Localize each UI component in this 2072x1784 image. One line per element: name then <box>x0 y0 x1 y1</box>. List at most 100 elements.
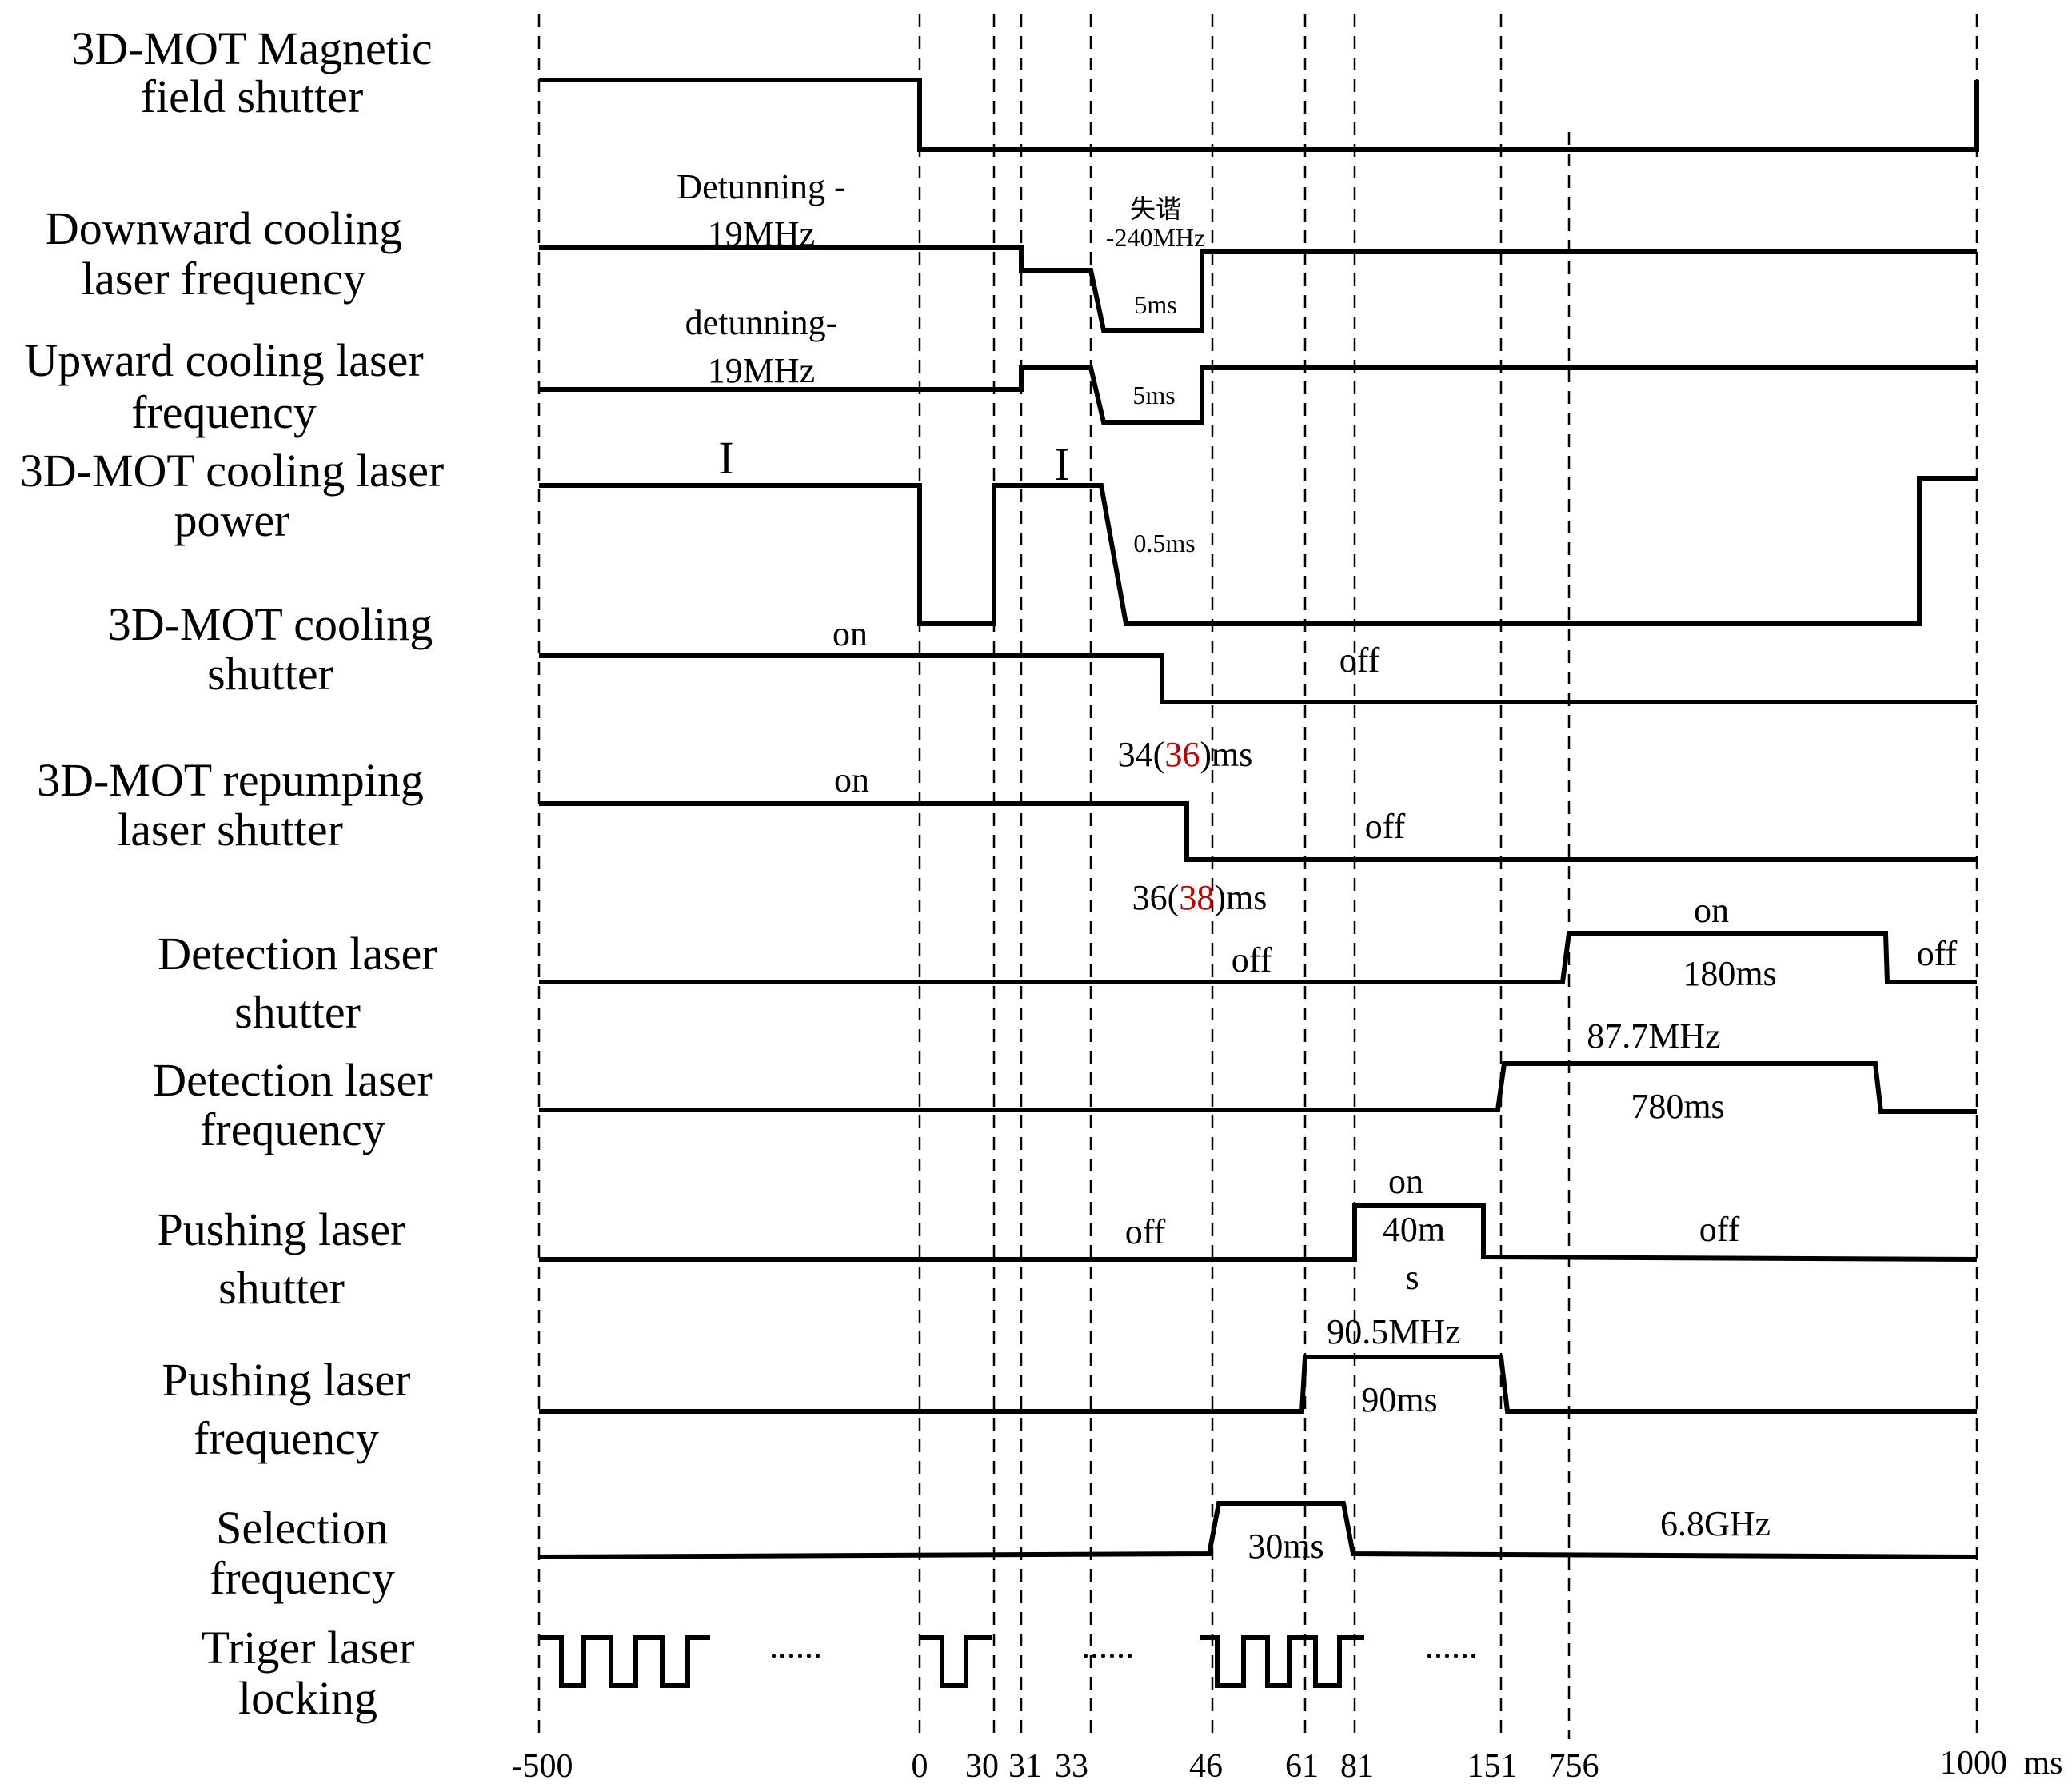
annotation: off <box>1365 807 1406 846</box>
annotation: 19MHz <box>708 214 815 253</box>
annotation: I <box>1054 438 1069 490</box>
signal-label: laser shutter <box>118 804 343 856</box>
tick-label: 31 <box>1008 1748 1042 1784</box>
tick-label: 61 <box>1285 1748 1319 1784</box>
annotation: ...... <box>769 1626 822 1666</box>
annotation: off <box>1125 1212 1166 1251</box>
signal-label: Detection laser <box>153 1054 432 1106</box>
annotation: off <box>1339 641 1380 680</box>
signal-trace <box>539 245 1977 333</box>
signal-trace <box>1200 1635 1364 1688</box>
annotation: off <box>1699 1210 1740 1249</box>
signal-label: shutter <box>207 648 333 700</box>
signal-trace <box>539 78 1979 152</box>
annotation: detunning- <box>685 303 838 342</box>
time-markers <box>537 14 1978 1739</box>
signal-push-shutter: Pushing laser shutter off on 40m s off <box>158 1162 1978 1314</box>
annotation: off <box>1917 934 1958 973</box>
annotation: 19MHz <box>708 351 815 390</box>
signal-trace <box>538 1501 1978 1559</box>
signal-sel-freq: Selection frequency 30ms 6.8GHz <box>210 1501 1978 1604</box>
signal-label: frequency <box>194 1412 379 1464</box>
signal-label: Downward cooling <box>46 202 402 254</box>
signal-trig-lock: Triger laser locking ...... ...... .....… <box>202 1622 1478 1724</box>
tick-label: 33 <box>1055 1748 1088 1784</box>
annotation: off <box>1232 940 1272 980</box>
signal-trace <box>539 1203 1978 1262</box>
annotation: ...... <box>1081 1626 1134 1666</box>
annotation: I <box>718 432 733 484</box>
tick-label: 756 <box>1549 1748 1599 1784</box>
signal-label: laser frequency <box>82 253 366 305</box>
signal-up-cool-freq: Upward cooling laser frequency detunning… <box>24 303 1977 438</box>
annotation: on <box>1694 891 1729 930</box>
signal-label: Pushing laser <box>162 1354 411 1406</box>
signal-label: shutter <box>234 986 361 1038</box>
signal-label: 3D-MOT cooling <box>108 598 433 650</box>
annotation: 40m <box>1383 1210 1445 1249</box>
tick-label: 151 <box>1467 1748 1518 1784</box>
signal-det-freq: Detection laser frequency 87.7MHz 780ms <box>153 1016 1977 1155</box>
signal-label: frequency <box>131 386 317 438</box>
annotation: 90.5MHz <box>1327 1312 1460 1351</box>
signal-label: frequency <box>200 1104 385 1155</box>
annotation: ...... <box>1425 1626 1478 1666</box>
signal-label: power <box>174 494 290 546</box>
annotation: 90ms <box>1361 1380 1437 1419</box>
annotation: 30ms <box>1248 1527 1323 1566</box>
signal-repump-shutter: 3D-MOT repumping laser shutter on off 36… <box>37 754 1977 917</box>
signal-label: shutter <box>218 1262 345 1314</box>
signal-trace <box>539 931 1977 984</box>
annotation: 0.5ms <box>1133 529 1195 557</box>
annotation: 失谐 <box>1130 194 1181 223</box>
signal-down-cool-freq: Downward cooling laser frequency Detunni… <box>46 167 1977 333</box>
signal-trace <box>539 1355 1977 1414</box>
signal-label: Triger laser <box>202 1622 415 1674</box>
signal-cool-power: 3D-MOT cooling laser power I I 0.5ms <box>20 432 1977 626</box>
tick-label: 1000 <box>1940 1745 2007 1782</box>
signal-det-shutter: Detection laser shutter off on 180ms off <box>158 891 1977 1038</box>
signal-trace <box>539 801 1977 862</box>
annotation: on <box>1388 1162 1423 1201</box>
annotation: 6.8GHz <box>1660 1504 1771 1543</box>
signal-label: 3D-MOT Magnetic <box>71 22 433 74</box>
tick-label: -500 <box>512 1748 573 1784</box>
signal-trace <box>539 1635 710 1688</box>
time-axis: -500 0 30 31 33 46 61 81 151 756 1000 ms <box>512 1745 2063 1784</box>
annotation: Detunning - <box>677 167 845 206</box>
signal-push-freq: Pushing laser frequency 90.5MHz 90ms <box>162 1312 1977 1464</box>
signal-label: Detection laser <box>158 928 437 980</box>
tick-label: 30 <box>965 1748 999 1784</box>
signal-trace <box>539 476 1977 626</box>
signal-trace <box>539 1061 1977 1114</box>
annotation: -240MHz <box>1106 223 1205 252</box>
annotation: on <box>834 760 869 800</box>
signal-label: field shutter <box>141 70 364 122</box>
signal-trace <box>539 365 1977 425</box>
annotation: 780ms <box>1631 1087 1724 1126</box>
annotation: 87.7MHz <box>1587 1016 1720 1056</box>
signal-cool-shutter: 3D-MOT cooling shutter on off 34(36)ms <box>108 598 1977 774</box>
tick-label: 81 <box>1340 1748 1374 1784</box>
timing-label: 36(38)ms <box>1132 878 1268 917</box>
annotation: 5ms <box>1132 381 1175 409</box>
tick-label: 46 <box>1189 1748 1223 1784</box>
annotation: on <box>832 614 868 653</box>
annotation: 5ms <box>1134 290 1176 319</box>
signal-label: locking <box>238 1672 377 1724</box>
axis-unit: ms <box>2023 1745 2062 1782</box>
timing-label: 34(36)ms <box>1118 735 1253 774</box>
signal-label: Pushing laser <box>158 1203 406 1255</box>
tick-label: 0 <box>912 1748 928 1784</box>
signal-trace <box>920 1635 992 1688</box>
annotation: s <box>1405 1258 1419 1297</box>
signal-trace <box>539 653 1977 704</box>
signal-label: 3D-MOT cooling laser <box>20 445 445 497</box>
annotation: 180ms <box>1683 954 1776 993</box>
signal-label: frequency <box>210 1552 395 1604</box>
signal-mot-field: 3D-MOT Magnetic field shutter <box>71 22 1979 152</box>
signal-label: Selection <box>216 1502 389 1554</box>
signal-label: Upward cooling laser <box>24 334 423 386</box>
signal-label: 3D-MOT repumping <box>37 754 424 806</box>
